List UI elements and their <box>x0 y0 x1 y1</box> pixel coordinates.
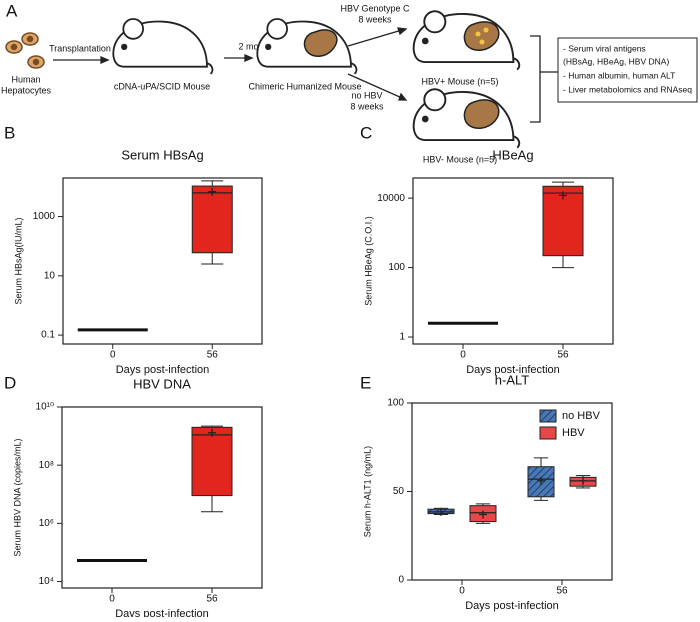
mouse-label: cDNA-uPA/SCID Mouse <box>114 81 210 91</box>
x-axis-label: Days post-infection <box>466 364 560 376</box>
chart-title: HBV DNA <box>133 376 191 391</box>
y-tick-label: 10⁸ <box>39 460 54 471</box>
plot-frame <box>62 177 263 345</box>
x-tick-label: 56 <box>206 594 218 605</box>
branch-label: 8 weeks <box>358 14 392 24</box>
mean-marker <box>579 476 587 485</box>
mean-marker <box>208 428 216 437</box>
legend-label: no HBV <box>562 410 601 422</box>
mouse-label: Chimeric Humanized Mouse <box>248 81 361 91</box>
arrows <box>53 27 408 101</box>
y-tick-label: 10 <box>44 270 56 281</box>
virus-dots <box>475 27 489 45</box>
y-tick-label: 1 <box>399 332 405 343</box>
mean-marker <box>437 507 445 516</box>
step-label: 2 months <box>238 41 276 51</box>
box <box>191 185 233 254</box>
y-axis-label: Serum HBeAg (C.O.I.) <box>363 216 373 306</box>
x-tick-label: 0 <box>109 594 115 605</box>
x-tick-label: 0 <box>460 350 466 361</box>
x-axis-label: Days post-infection <box>465 600 559 612</box>
plot-frame <box>61 406 263 589</box>
mean-marker <box>537 476 545 485</box>
readout-item: - Human albumin, human ALT <box>563 70 675 80</box>
mean-marker <box>208 187 217 196</box>
branch-label: no HBV <box>351 90 382 100</box>
readout-item: (HBsAg, HBeAg, HBV DNA) <box>563 56 669 66</box>
y-tick-label: 10⁶ <box>39 518 54 529</box>
mean-marker <box>479 510 487 519</box>
y-axis-label: Serum HBV DNA (copies/mL) <box>12 438 22 556</box>
hepatocytes-label: Hepatocytes <box>1 85 52 95</box>
x-tick-label: 56 <box>556 586 568 597</box>
step-label: Transplantation <box>49 43 111 53</box>
hepatocytes-label: Human <box>11 74 40 84</box>
panel-label: E <box>360 373 371 392</box>
y-tick-label: 10⁴ <box>39 576 54 587</box>
chart-title: h-ALT <box>495 372 529 387</box>
x-tick-label: 56 <box>207 350 219 361</box>
x-axis-label: Days post-infection <box>116 364 210 376</box>
panel-label: B <box>4 123 15 142</box>
y-tick-label: 100 <box>388 262 405 273</box>
y-tick-label: 50 <box>393 486 405 497</box>
box <box>527 466 555 498</box>
branch-label: HBV Genotype C <box>340 3 410 13</box>
mouse-icon <box>112 18 214 75</box>
y-tick-label: 0 <box>398 575 404 586</box>
plot-frame <box>412 177 614 345</box>
liver <box>303 29 338 57</box>
legend-swatch <box>539 409 557 423</box>
readout-item: - Liver metabolomics and RNAseq <box>563 84 692 94</box>
chart-title: HBeAg <box>492 147 533 162</box>
y-tick-label: 1000 <box>33 211 56 222</box>
liver <box>463 99 500 129</box>
panel-label: D <box>4 373 16 392</box>
y-tick-label: 10000 <box>377 193 405 204</box>
panel-a: A Human Hepatocytes Transplantation cDNA… <box>1 1 698 164</box>
readout-box <box>557 37 698 103</box>
panel-label: A <box>6 1 18 20</box>
x-tick-label: 56 <box>557 350 569 361</box>
box <box>191 426 233 497</box>
y-tick-label: 10¹⁰ <box>36 402 54 413</box>
branch-label: 8 weeks <box>350 101 384 111</box>
x-axis-label: Days post-infection <box>115 608 209 617</box>
mouse-label: HBV- Mouse (n=5) <box>423 154 497 164</box>
x-tick-label: 0 <box>110 350 116 361</box>
x-tick-label: 0 <box>459 586 465 597</box>
legend-swatch <box>539 426 557 440</box>
panel-label: C <box>360 123 372 142</box>
chart-title: Serum HBsAg <box>121 147 203 162</box>
mean-marker <box>559 191 567 200</box>
readout-item: - Serum viral antigens <box>563 43 646 53</box>
bracket <box>530 35 558 123</box>
hepatocytes-icon <box>5 32 45 69</box>
y-axis-label: Serum HBsAg(IU/mL) <box>13 217 23 304</box>
liver-infected <box>463 21 500 51</box>
legend-label: HBV <box>562 427 585 439</box>
y-tick-label: 0.1 <box>41 330 55 341</box>
mouse-label: HBV+ Mouse (n=5) <box>421 76 498 86</box>
y-axis-label: Serum h-ALT1 (ng/mL) <box>362 446 372 537</box>
y-tick-label: 100 <box>387 398 404 409</box>
